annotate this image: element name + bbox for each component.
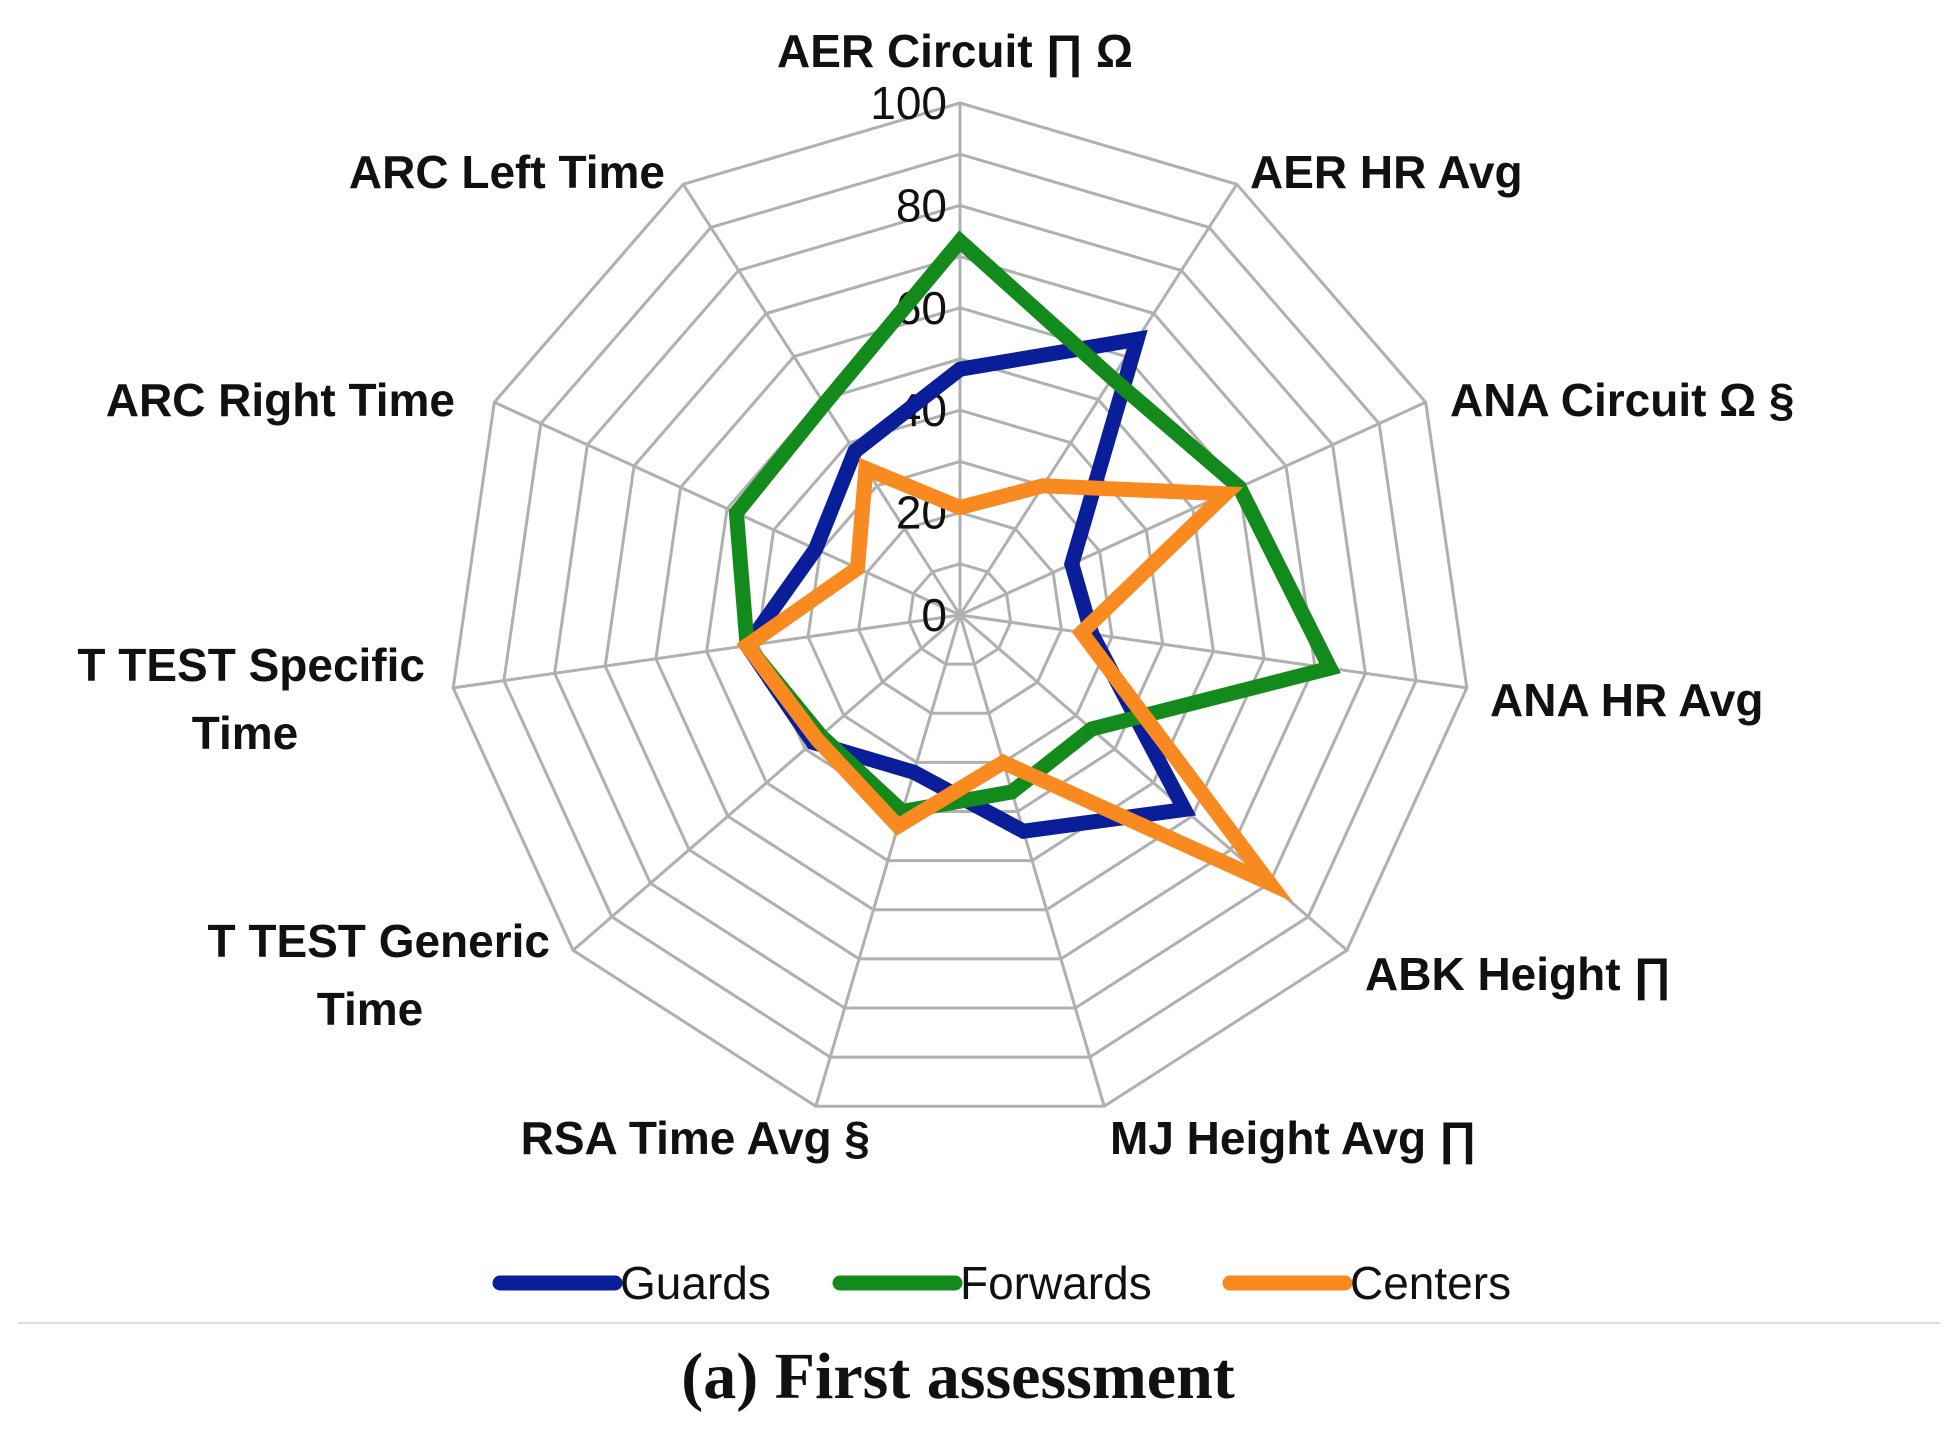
grid-ring-90 <box>502 152 1418 1059</box>
point-forwards-1 <box>1108 374 1117 383</box>
axis-label-5: MJ Height Avg ∏ <box>1110 1112 1477 1165</box>
point-guards-10 <box>850 447 859 456</box>
grid-ring-70 <box>603 255 1317 961</box>
grid-ring-80 <box>553 203 1367 1010</box>
point-guards-1 <box>1133 335 1142 344</box>
figure-caption: (a) First assessment <box>681 1340 1235 1413</box>
point-centers-3 <box>1077 628 1086 637</box>
spoke-5 <box>958 614 1106 1107</box>
legend-label-forwards: Forwards <box>960 1257 1152 1309</box>
data-series <box>728 230 1341 903</box>
axis-label-8-line-0: T TEST Specific <box>77 639 425 691</box>
point-guards-0 <box>956 365 964 374</box>
legend: Guards Forwards Centers <box>492 1257 1511 1309</box>
grid-ring-40 <box>755 408 1165 813</box>
axis-label-2: ANA Circuit Ω § <box>1450 374 1794 426</box>
point-guards-6 <box>909 768 918 777</box>
legend-label-guards: Guards <box>620 1257 771 1309</box>
point-centers-2 <box>1221 489 1230 498</box>
grid-ring-10 <box>907 562 1013 666</box>
series-forwards <box>728 230 1341 820</box>
spoke-7 <box>572 613 961 952</box>
series-centers <box>736 457 1294 903</box>
axis-label-3: ANA HR Avg <box>1490 674 1763 726</box>
point-centers-5 <box>999 758 1008 767</box>
axis-label-7-line-1: Time <box>317 983 424 1035</box>
axis-label-7-line-0: T TEST Generic <box>207 915 550 967</box>
spoke-2 <box>959 400 1427 617</box>
axis-label-1: AER HR Avg <box>1250 146 1523 198</box>
point-centers-6 <box>894 822 902 831</box>
point-centers-7 <box>812 735 821 744</box>
point-forwards-9 <box>732 508 741 517</box>
axis-label-0: AER Circuit ∏ Ω <box>777 25 1133 78</box>
point-centers-4 <box>1265 879 1274 888</box>
point-forwards-10 <box>820 399 829 408</box>
point-centers-1 <box>1039 481 1047 490</box>
spoke-6 <box>814 614 962 1107</box>
axis-labels: AER Circuit ∏ Ω AER HR Avg ANA Circuit Ω §… <box>77 25 1794 1165</box>
grid-ring-30 <box>806 459 1114 764</box>
legend-label-centers: Centers <box>1350 1257 1511 1309</box>
grid-ring-20 <box>857 511 1063 715</box>
point-centers-8 <box>743 641 752 650</box>
tick-label-100: 100 <box>870 77 947 129</box>
point-centers-9 <box>853 564 862 573</box>
tick-label-80: 80 <box>896 179 947 231</box>
point-guards-4 <box>1180 805 1189 814</box>
spoke-1 <box>958 183 1239 616</box>
point-centers-0 <box>956 503 964 512</box>
point-guards-5 <box>1019 827 1028 836</box>
spoke-9 <box>493 400 961 617</box>
tick-label-0: 0 <box>921 589 947 641</box>
point-guards-2 <box>1067 560 1076 568</box>
axis-label-9: ARC Right Time <box>106 374 455 426</box>
spoke-3 <box>959 613 1468 690</box>
point-forwards-6 <box>898 807 907 816</box>
axis-label-6: RSA Time Avg § <box>521 1112 870 1164</box>
point-guards-9 <box>811 545 820 554</box>
point-forwards-3 <box>1326 664 1334 673</box>
grid-ring-100 <box>451 101 1469 1108</box>
spoke-8 <box>452 613 961 690</box>
radar-grid <box>451 101 1469 1108</box>
axis-label-4: ABK Height ∏ <box>1365 948 1671 1001</box>
point-centers-10 <box>861 464 870 473</box>
point-forwards-4 <box>1087 725 1096 733</box>
axis-label-10: ARC Left Time <box>349 146 665 198</box>
point-forwards-5 <box>1007 787 1016 796</box>
point-forwards-0 <box>956 237 964 246</box>
axis-label-8-line-1: Time <box>192 707 299 759</box>
